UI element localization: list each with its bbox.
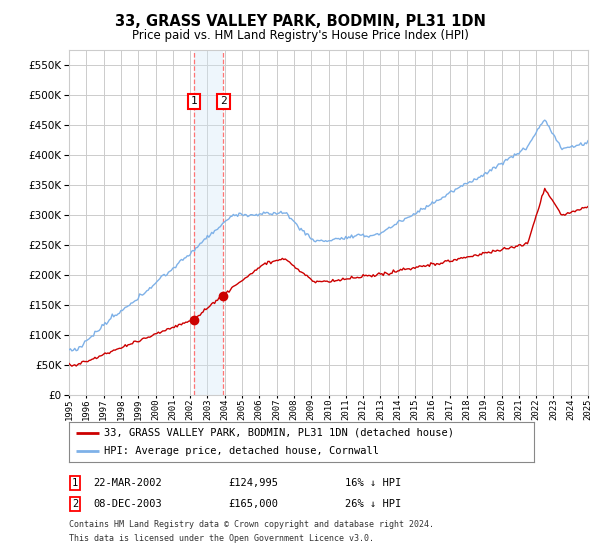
Bar	[194, 50, 223, 395]
Text: 26% ↓ HPI: 26% ↓ HPI	[345, 499, 401, 509]
Text: 33, GRASS VALLEY PARK, BODMIN, PL31 1DN: 33, GRASS VALLEY PARK, BODMIN, PL31 1DN	[115, 14, 485, 29]
Text: 22-MAR-2002: 22-MAR-2002	[93, 478, 162, 488]
Text: 08-DEC-2003: 08-DEC-2003	[93, 499, 162, 509]
Text: 2: 2	[72, 499, 78, 509]
Text: Price paid vs. HM Land Registry's House Price Index (HPI): Price paid vs. HM Land Registry's House …	[131, 29, 469, 42]
Text: Contains HM Land Registry data © Crown copyright and database right 2024.: Contains HM Land Registry data © Crown c…	[69, 520, 434, 529]
Text: 16% ↓ HPI: 16% ↓ HPI	[345, 478, 401, 488]
Text: 2: 2	[220, 96, 227, 106]
Text: 33, GRASS VALLEY PARK, BODMIN, PL31 1DN (detached house): 33, GRASS VALLEY PARK, BODMIN, PL31 1DN …	[104, 428, 454, 437]
Text: £165,000: £165,000	[228, 499, 278, 509]
Text: £124,995: £124,995	[228, 478, 278, 488]
Text: HPI: Average price, detached house, Cornwall: HPI: Average price, detached house, Corn…	[104, 446, 379, 456]
Text: 1: 1	[72, 478, 78, 488]
Text: This data is licensed under the Open Government Licence v3.0.: This data is licensed under the Open Gov…	[69, 534, 374, 543]
Text: 1: 1	[191, 96, 197, 106]
